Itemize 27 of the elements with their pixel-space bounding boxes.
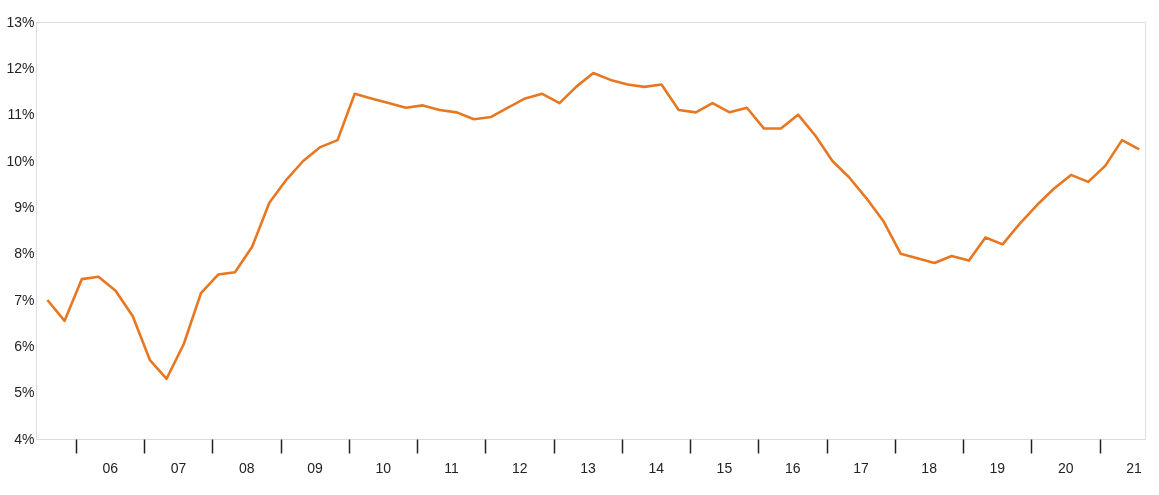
y-tick-label: 9% <box>14 198 35 215</box>
y-tick-label: 5% <box>14 384 35 401</box>
x-tick-label: 12 <box>512 459 528 476</box>
y-tick-label: 4% <box>14 430 35 447</box>
x-tick-label: 09 <box>307 459 324 476</box>
y-tick-label: 11% <box>7 106 35 123</box>
x-tick-label: 06 <box>102 459 119 476</box>
x-tick-label: 10 <box>375 459 392 476</box>
x-tick-label: 08 <box>239 459 255 476</box>
x-tick-label: 21 <box>1126 459 1142 476</box>
y-tick-label: 13% <box>6 13 35 30</box>
x-tick-label: 16 <box>784 459 801 476</box>
line-series <box>46 71 1141 381</box>
x-tick-label: 13 <box>580 459 597 476</box>
y-tick-label: 8% <box>14 245 35 262</box>
x-tick-label: 20 <box>1057 459 1074 476</box>
y-tick-label: 10% <box>6 152 35 169</box>
x-tick-label: 07 <box>170 459 187 476</box>
x-tick-label: 17 <box>853 459 869 476</box>
y-tick-label: 6% <box>14 337 35 354</box>
x-tick-label: 11 <box>444 459 459 476</box>
x-tick-label: 15 <box>716 459 733 476</box>
x-tick-label: 18 <box>921 459 938 476</box>
y-tick-label: 7% <box>14 291 35 308</box>
x-tick-label: 14 <box>648 459 665 476</box>
y-tick-label: 12% <box>6 59 35 76</box>
x-tick-label: 19 <box>989 459 1006 476</box>
